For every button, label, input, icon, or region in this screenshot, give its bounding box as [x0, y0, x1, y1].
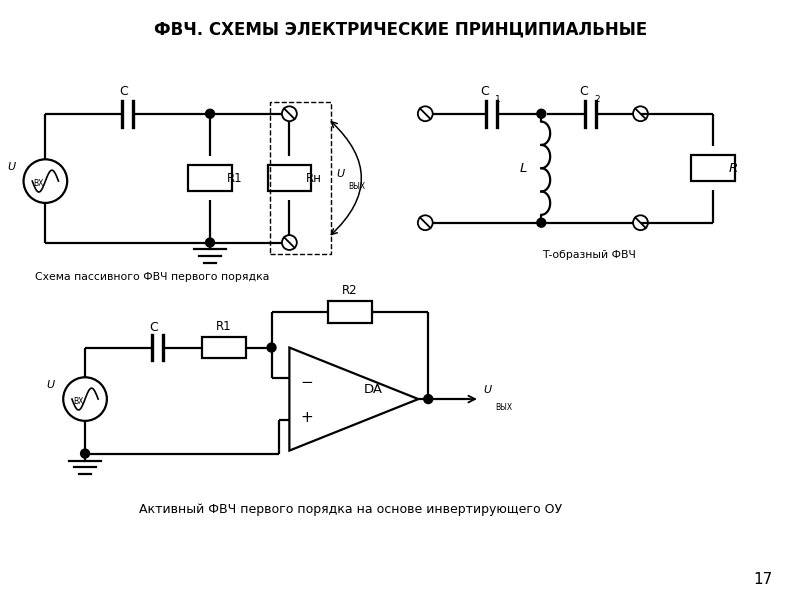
Text: $U$: $U$	[336, 167, 346, 179]
Text: 1: 1	[494, 95, 501, 104]
Text: 17: 17	[753, 572, 773, 587]
Text: C: C	[579, 85, 588, 98]
Circle shape	[267, 343, 276, 352]
Bar	[328, 301, 372, 323]
Bar	[267, 165, 311, 191]
Bar	[691, 155, 734, 181]
Text: ФВЧ. СХЕМЫ ЭЛЕКТРИЧЕСКИЕ ПРИНЦИПИАЛЬНЫЕ: ФВЧ. СХЕМЫ ЭЛЕКТРИЧЕСКИЕ ПРИНЦИПИАЛЬНЫЕ	[154, 20, 647, 38]
Text: ВЫХ: ВЫХ	[496, 403, 513, 412]
Text: Активный ФВЧ первого порядка на основе инвертирующего ОУ: Активный ФВЧ первого порядка на основе и…	[139, 503, 562, 516]
Circle shape	[206, 238, 214, 247]
Text: −: −	[301, 375, 314, 390]
Text: R: R	[729, 162, 738, 175]
Circle shape	[424, 395, 433, 404]
Text: $U$: $U$	[482, 383, 493, 395]
Text: Rн: Rн	[306, 172, 322, 185]
Circle shape	[537, 218, 546, 227]
Text: R1: R1	[227, 172, 242, 185]
Circle shape	[537, 109, 546, 118]
Text: +: +	[301, 410, 314, 425]
Text: C: C	[119, 85, 128, 98]
Text: R2: R2	[342, 284, 358, 297]
Bar	[202, 337, 246, 358]
Bar	[188, 165, 232, 191]
Bar	[270, 102, 331, 254]
Text: ВХ: ВХ	[73, 397, 83, 406]
Circle shape	[206, 109, 214, 118]
Text: $U$: $U$	[6, 160, 17, 172]
Text: DA: DA	[364, 383, 382, 395]
Text: C: C	[480, 85, 489, 98]
Text: C: C	[149, 320, 158, 334]
Text: ВХ: ВХ	[34, 179, 44, 188]
Text: Т-образный ФВЧ: Т-образный ФВЧ	[542, 250, 636, 260]
Text: Схема пассивного ФВЧ первого порядка: Схема пассивного ФВЧ первого порядка	[35, 272, 270, 282]
Text: $U$: $U$	[46, 378, 56, 390]
Text: 2: 2	[594, 95, 599, 104]
Text: L: L	[520, 162, 527, 175]
Circle shape	[81, 449, 90, 458]
Text: R1: R1	[216, 320, 232, 332]
Text: ВЫХ: ВЫХ	[348, 182, 365, 191]
